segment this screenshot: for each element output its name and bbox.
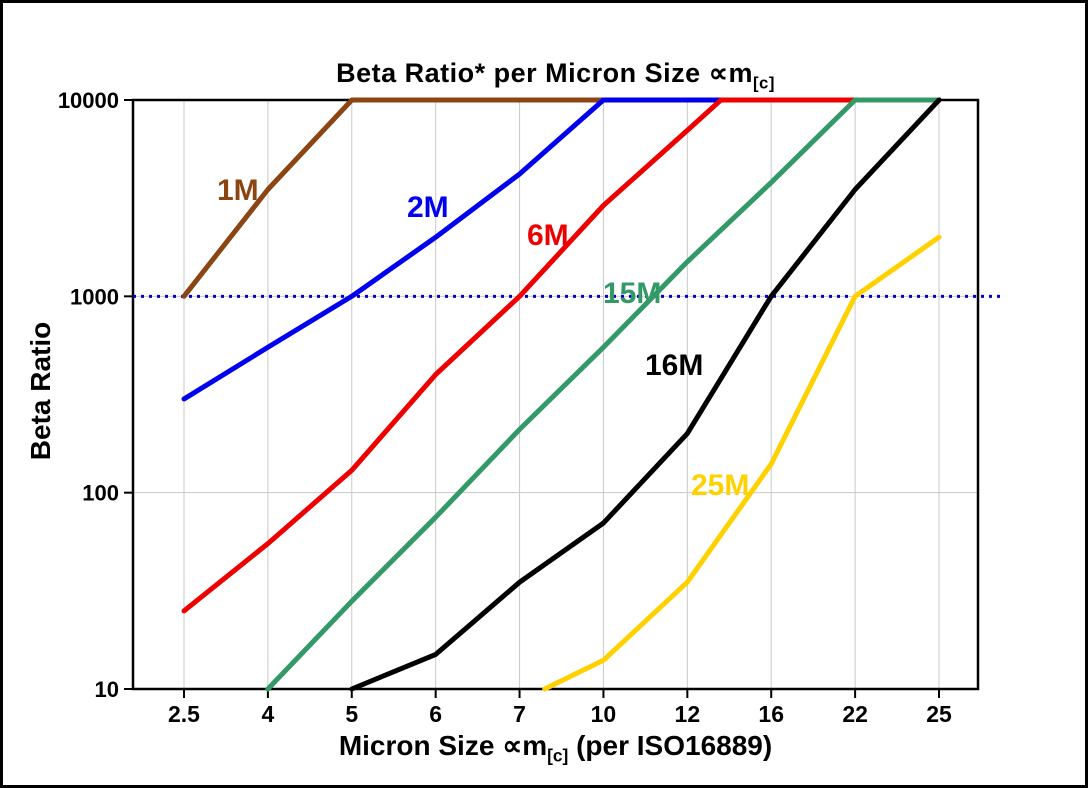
y-axis-title: Beta Ratio: [25, 321, 56, 461]
series-line-16M: [349, 97, 942, 692]
y-tick-label: 100: [82, 481, 119, 506]
x-tick-label: 6: [429, 701, 442, 727]
x-tick-label: 25: [926, 701, 952, 727]
x-axis-title-suffix: (per ISO16889): [568, 730, 773, 761]
series-line-25M: [542, 234, 942, 692]
series-label-15M: 15M: [603, 277, 661, 310]
chart-title-text: Beta Ratio* per Micron Size: [336, 58, 709, 88]
y-tick-label: 10: [95, 677, 119, 702]
series-label-16M: 16M: [645, 349, 703, 382]
x-tick-label: 2.5: [168, 701, 200, 727]
x-axis-title-text: Micron Size: [338, 730, 503, 761]
chart-plot-area: 2.5 4 5 6 7 10 12 16 22 25 10 100 1000 10000 1M 2M 6M 15M…: [58, 88, 1003, 727]
series-label-6M: 6M: [527, 219, 569, 252]
x-tick-label: 16: [758, 701, 784, 727]
y-tick-label: 10000: [58, 88, 119, 113]
series-line-6M: [181, 97, 942, 614]
series-label-1M: 1M: [217, 174, 259, 207]
x-tick-label: 10: [591, 701, 617, 727]
series-line-15M: [265, 97, 942, 692]
series-label-2M: 2M: [407, 191, 449, 224]
y-tick-label: 1000: [70, 284, 119, 309]
x-tick-label: 22: [842, 701, 868, 727]
x-tick-label: 4: [261, 701, 274, 727]
series-line-2M: [181, 97, 942, 402]
micron-symbol: ∝m: [502, 730, 548, 761]
x-tick-label: 12: [675, 701, 701, 727]
micron-subscript: [c]: [752, 73, 775, 93]
x-tick-label: 5: [345, 701, 358, 727]
micron-subscript: [c]: [547, 745, 569, 766]
x-tick-label: 7: [513, 701, 526, 727]
x-axis-title: Micron Size ∝m[c] (per ISO16889): [133, 729, 978, 767]
series-label-25M: 25M: [691, 469, 749, 502]
micron-symbol: ∝m: [708, 58, 753, 88]
chart-title: Beta Ratio* per Micron Size ∝m[c]: [133, 58, 978, 93]
